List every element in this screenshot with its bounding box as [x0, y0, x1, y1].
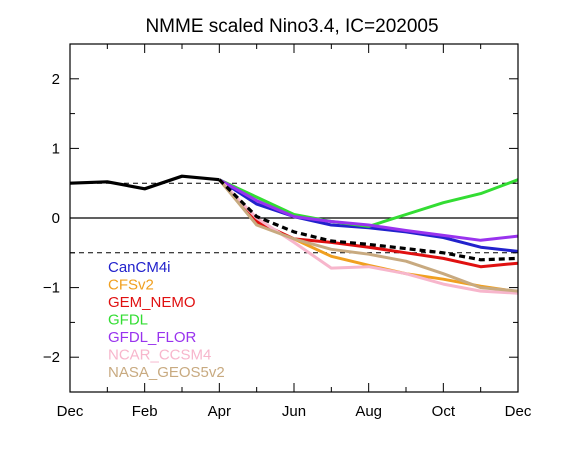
legend: CanCM4iCFSv2GEM_NEMOGFDLGFDL_FLORNCAR_CC…	[108, 259, 225, 381]
observed-line	[69, 174, 220, 191]
series-line-ncar_ccsm4	[218, 178, 519, 295]
x-tick-label: Jun	[282, 403, 306, 420]
x-tick-label: Oct	[432, 403, 456, 420]
axes: Dec Feb Apr Jun Aug Oct Dec 2 1 0 −1 −2	[43, 43, 532, 420]
legend-entry-gem_nemo: GEM_NEMO	[108, 294, 196, 311]
x-tick-label: Dec	[505, 403, 532, 420]
x-tick-label: Feb	[132, 403, 158, 420]
y-tick-label: 1	[52, 140, 60, 157]
y-tick-label: −1	[43, 280, 60, 297]
legend-entry-nasa_geos5v2: NASA_GEOS5v2	[108, 364, 225, 381]
chart-title: NMME scaled Nino3.4, IC=202005	[145, 16, 438, 37]
y-tick-label: 0	[52, 210, 60, 227]
series-line-gfdl_flor	[218, 178, 519, 242]
y-tick-label: 2	[52, 71, 60, 88]
ensemble-mean-line	[218, 178, 519, 262]
series-line-nasa_geos5v2	[218, 178, 519, 293]
legend-entry-gfdl: GFDL	[108, 312, 148, 329]
legend-entry-cfsv2: CFSv2	[108, 277, 154, 294]
x-tick-label: Apr	[208, 403, 231, 420]
series-lines	[69, 174, 519, 295]
y-tick-label: −2	[43, 349, 60, 366]
legend-entry-gfdl_flor: GFDL_FLOR	[108, 329, 197, 346]
x-tick-label: Aug	[355, 403, 382, 420]
legend-entry-cancm4i: CanCM4i	[108, 259, 171, 276]
x-tick-label: Dec	[57, 403, 84, 420]
legend-entry-ncar_ccsm4: NCAR_CCSM4	[108, 347, 211, 364]
